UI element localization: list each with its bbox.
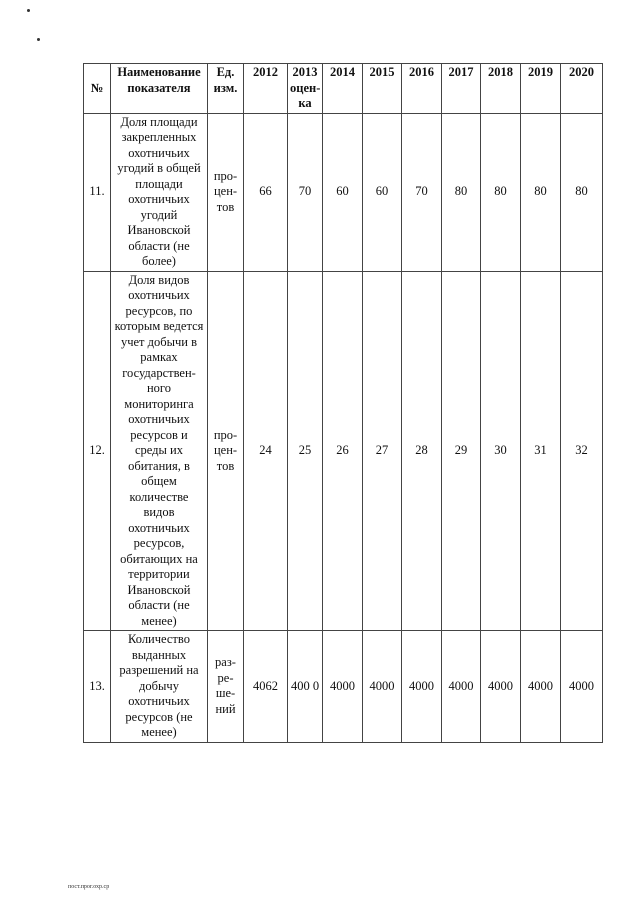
table-row: 12. Доля видов охотничьих ресурсов, по ко…	[83, 270, 603, 631]
indicator-name: Доля площади закрепленных охотничьих уго…	[110, 112, 208, 272]
value-cell: 4000	[480, 630, 521, 743]
value-cell: 80	[560, 112, 603, 272]
value-cell: 4000	[362, 630, 402, 743]
value-cell: 26	[322, 270, 363, 631]
header-year: 2015	[362, 63, 402, 114]
table-row: 13. Количество выданных разрешений на доб…	[83, 630, 603, 743]
value-cell: 32	[560, 270, 603, 631]
unit-cell: раз-ре-ше-ний	[207, 630, 244, 743]
value-cell: 28	[401, 270, 442, 631]
indicators-table: № Наименование показателя Ед. изм. 2012 …	[83, 63, 603, 743]
value-cell: 4000	[560, 630, 603, 743]
value-cell: 400 0	[287, 630, 323, 743]
table-row: 11. Доля площади закрепленных охотничьих …	[83, 112, 603, 272]
row-number: 12.	[83, 270, 111, 631]
scan-speck	[27, 9, 30, 12]
indicator-name: Количество выданных разрешений на добычу…	[110, 630, 208, 743]
value-cell: 70	[401, 112, 442, 272]
header-year: 2014	[322, 63, 363, 114]
value-cell: 4000	[322, 630, 363, 743]
value-cell: 60	[322, 112, 363, 272]
header-year: 2019	[520, 63, 561, 114]
value-cell: 66	[243, 112, 288, 272]
value-cell: 70	[287, 112, 323, 272]
value-cell: 80	[441, 112, 481, 272]
unit-cell: про-цен-тов	[207, 270, 244, 631]
unit-cell: про-цен-тов	[207, 112, 244, 272]
value-cell: 80	[480, 112, 521, 272]
header-year: 2016	[401, 63, 442, 114]
header-year: 2017	[441, 63, 481, 114]
value-cell: 4000	[441, 630, 481, 743]
header-no: №	[83, 63, 111, 114]
value-cell: 27	[362, 270, 402, 631]
row-number: 11.	[83, 112, 111, 272]
indicator-name: Доля видов охотничьих ресурсов, по котор…	[110, 270, 208, 631]
value-cell: 60	[362, 112, 402, 272]
header-row: № Наименование показателя Ед. изм. 2012 …	[83, 63, 603, 114]
value-cell: 4000	[520, 630, 561, 743]
header-year: 2012	[243, 63, 288, 114]
value-cell: 80	[520, 112, 561, 272]
value-cell: 30	[480, 270, 521, 631]
header-unit: Ед. изм.	[207, 63, 244, 114]
header-year: 2020	[560, 63, 603, 114]
row-number: 13.	[83, 630, 111, 743]
header-year: 2013 оцен-ка	[287, 63, 323, 114]
header-year: 2018	[480, 63, 521, 114]
value-cell: 25	[287, 270, 323, 631]
value-cell: 29	[441, 270, 481, 631]
value-cell: 31	[520, 270, 561, 631]
value-cell: 4062	[243, 630, 288, 743]
scan-speck	[37, 38, 40, 41]
header-name: Наименование показателя	[110, 63, 208, 114]
footer-filename: пост.прог.охр.ср	[68, 884, 110, 890]
value-cell: 4000	[401, 630, 442, 743]
value-cell: 24	[243, 270, 288, 631]
